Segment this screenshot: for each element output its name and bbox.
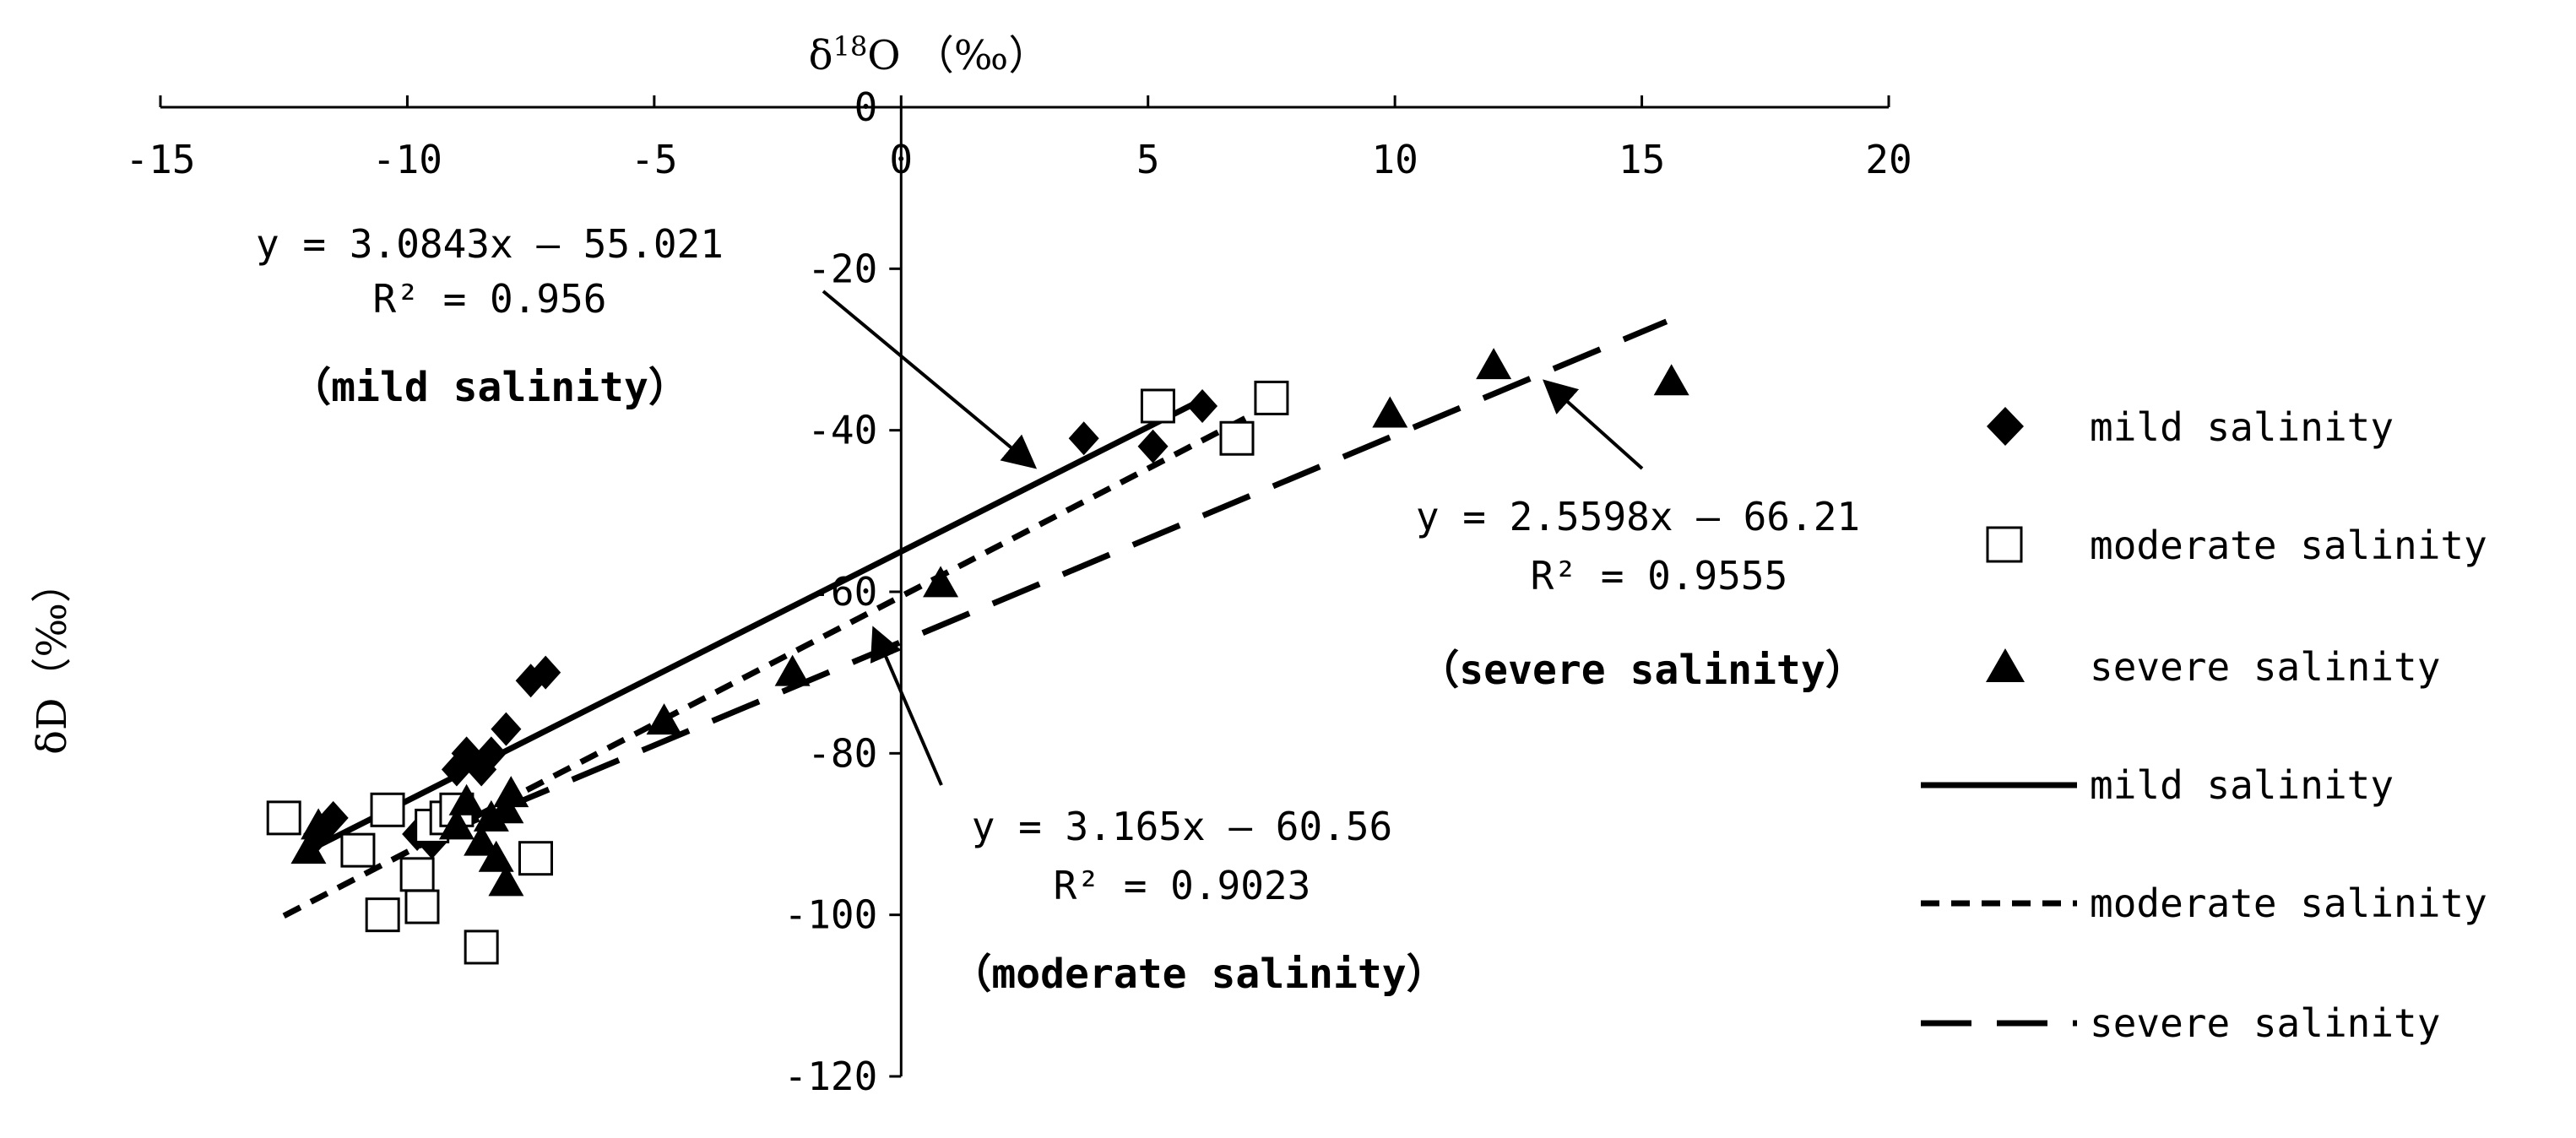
legend-label: mild salinity [2090,762,2394,808]
fit-line-solid [306,394,1209,854]
point-triangle [493,776,529,808]
annotation-severe-equation: y = 2.5598x – 66.21 [1416,494,1860,539]
annotation-mild-label: （mild salinity） [290,364,689,411]
point-square [399,857,435,892]
point-triangle [488,864,524,897]
axes: -15 -10 -5 0 5 10 15 200-20-40-60-80-100-120 [125,84,1912,1099]
point-triangle [438,808,475,840]
legend-label: severe salinity [2090,644,2440,690]
point-triangle [1372,396,1408,428]
legend-triangle-icon [1986,648,2025,682]
annotation-moderate-r2: R² = 0.9023 [1054,863,1311,908]
x-axis-title: δ18O （‰） [809,30,1049,79]
legend-label: severe salinity [2090,1000,2440,1046]
legend-item-mild-marker: mild salinity [1987,404,2394,450]
legend: mild salinity moderate salinity severe s… [1921,404,2487,1046]
point-diamond [1137,429,1169,463]
annotation-mild-r2: R² = 0.956 [373,276,607,322]
legend-label: mild salinity [2090,404,2394,450]
point-diamond [475,736,507,771]
point-square [1140,388,1175,424]
annotation-mild-equation: y = 3.0843x – 55.021 [256,221,724,267]
y-tick-label: -80 [807,730,877,776]
point-triangle [1653,364,1689,396]
y-tick-label: 0 [854,84,878,130]
point-square [365,897,400,933]
point-square [340,832,376,868]
legend-item-moderate-line: moderate salinity [1921,881,2487,926]
point-triangle [473,799,509,832]
x-tick-label: -5 [631,137,677,182]
x-tick-label: -10 [372,137,442,182]
point-diamond [1187,388,1218,423]
point-square [370,792,405,827]
point-diamond [530,655,561,690]
x-tick-label: 0 [889,137,913,182]
point-triangle [488,792,524,824]
y-tick-label: -40 [807,408,877,453]
point-square [1254,380,1289,415]
annotation-severe-arrow [1543,379,1644,470]
point-triangle [464,824,500,856]
annotation-mild-arrow [822,290,1038,469]
x-tick-label: 10 [1371,137,1418,182]
legend-square-icon [1986,526,2023,563]
legend-label: moderate salinity [2090,881,2487,926]
annotation-moderate-arrow [870,626,943,786]
legend-label: moderate salinity [2090,523,2487,568]
point-square [266,800,301,836]
annotation-mild: y = 3.0843x – 55.021 R² = 0.956 （mild sa… [256,221,1038,469]
legend-item-severe-marker: severe salinity [1986,644,2440,690]
annotation-severe-label: （severe salinity） [1418,647,1865,694]
legend-diamond-icon [1987,407,2024,446]
y-tick-label: -120 [784,1054,878,1099]
point-triangle [646,703,682,735]
x-tick-label: -15 [125,137,195,182]
point-triangle [923,566,959,598]
annotation-severe-r2: R² = 0.9555 [1531,553,1788,599]
data-points [266,348,1689,965]
y-tick-label: -100 [784,892,878,938]
legend-item-severe-line: severe salinity [1921,1000,2440,1046]
point-diamond [1068,421,1099,456]
point-triangle [448,783,485,816]
point-square [464,929,499,965]
point-triangle [774,654,811,686]
annotation-severe: y = 2.5598x – 66.21 R² = 0.9555 （severe … [1416,379,1866,694]
point-triangle [1476,348,1512,380]
annotation-moderate-label: （moderate salinity） [951,951,1446,998]
annotation-moderate: y = 3.165x – 60.56 R² = 0.9023 （moderate… [870,626,1447,998]
annotation-moderate-equation: y = 3.165x – 60.56 [972,804,1393,849]
y-tick-label: -20 [807,246,877,291]
legend-item-moderate-marker: moderate salinity [1986,523,2487,568]
legend-item-mild-line: mild salinity [1921,762,2394,808]
point-square [1219,420,1255,456]
point-square [404,889,440,924]
x-tick-label: 5 [1136,137,1160,182]
y-axis-title: δD（‰） [29,562,76,755]
point-diamond [491,712,522,746]
point-triangle [301,808,337,840]
point-triangle [478,840,514,872]
x-tick-label: 15 [1619,137,1665,182]
x-tick-label: 20 [1865,137,1912,182]
point-triangle [290,832,327,864]
point-square [518,841,553,876]
